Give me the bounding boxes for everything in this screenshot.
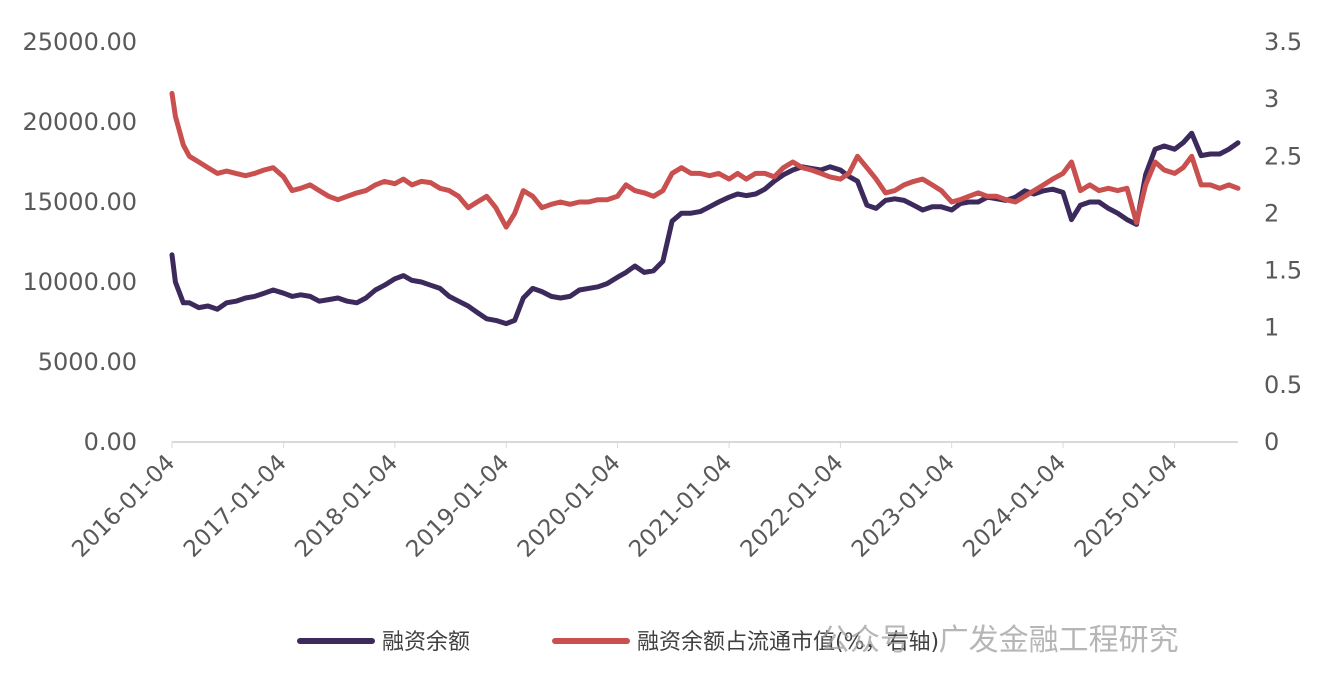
y-right-tick-label: 0.5	[1264, 371, 1302, 399]
x-tick-label: 2018-01-04	[290, 450, 403, 563]
x-tick-label: 2023-01-04	[847, 450, 960, 563]
x-tick-label: 2024-01-04	[958, 450, 1071, 563]
series-layer	[172, 93, 1238, 323]
legend-label-1: 融资余额	[382, 630, 470, 655]
y-right-tick-label: 1.5	[1264, 257, 1302, 285]
watermark-text: 公众号 · 广发金融工程研究	[820, 623, 1179, 658]
y-right-tick-label: 3.5	[1264, 28, 1302, 56]
x-tick-label: 2017-01-04	[179, 450, 292, 563]
y-left-tick-label: 25000.00	[22, 28, 137, 56]
series-line-1	[172, 133, 1238, 323]
x-tick-label: 2016-01-04	[67, 450, 180, 563]
x-tick-label: 2019-01-04	[402, 450, 515, 563]
y-right-tick-label: 2.5	[1264, 142, 1302, 170]
y-left-tick-label: 5000.00	[38, 348, 137, 376]
y-right-tick-label: 3	[1264, 85, 1279, 113]
y-right-tick-label: 2	[1264, 199, 1279, 227]
y-left-tick-label: 10000.00	[22, 268, 137, 296]
axes-layer: 0.00 5000.00 10000.00 15000.00 20000.00 25000…	[22, 28, 1302, 563]
y-left-tick-label: 20000.00	[22, 108, 137, 136]
y-left-tick-label: 15000.00	[22, 188, 137, 216]
y-left-tick-label: 0.00	[84, 428, 137, 456]
x-tick-label: 2021-01-04	[624, 450, 737, 563]
y-right-tick-label: 1	[1264, 314, 1279, 342]
x-tick-label: 2022-01-04	[736, 450, 849, 563]
x-tick-label: 2020-01-04	[513, 450, 626, 563]
y-right-tick-label: 0	[1264, 428, 1279, 456]
x-tick-label: 2025-01-04	[1070, 450, 1183, 563]
